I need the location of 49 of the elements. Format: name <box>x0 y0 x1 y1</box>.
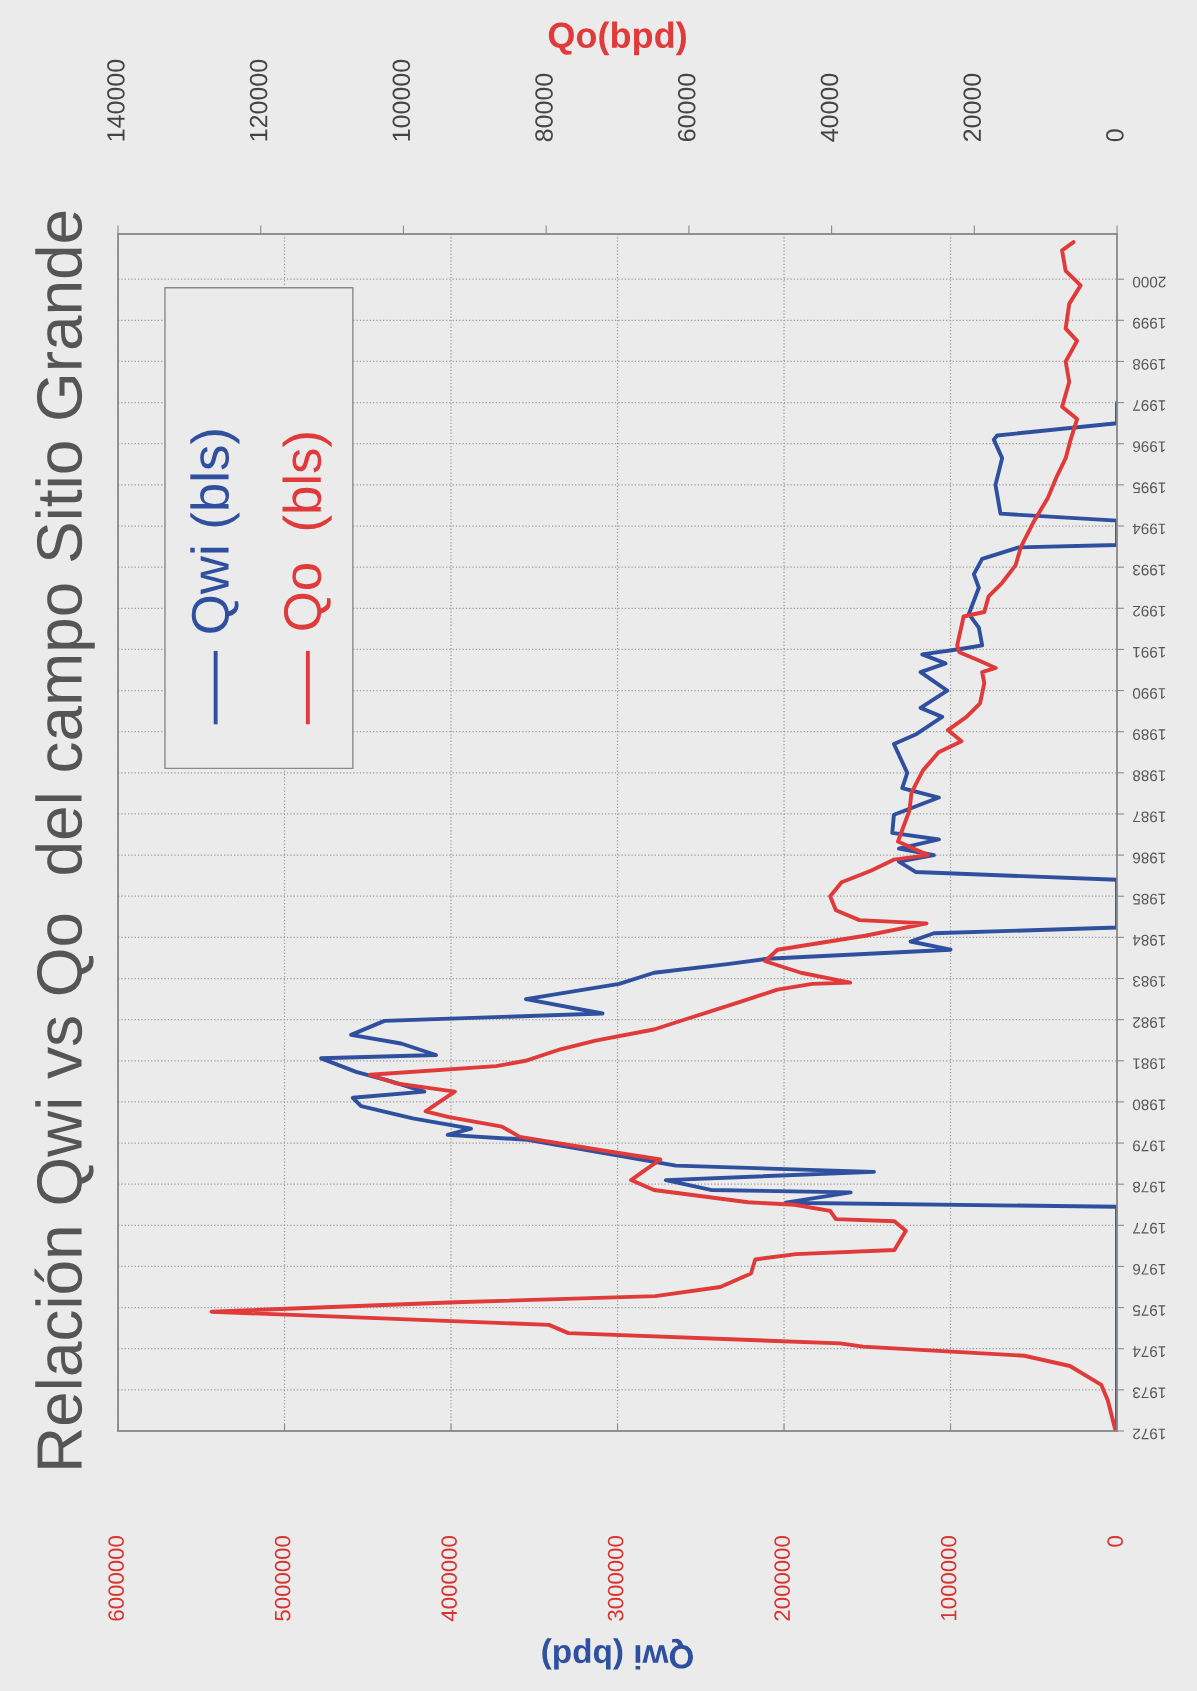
x-tick-label: 3000000 <box>607 1536 624 1621</box>
y-tick-label: 1991 <box>1133 646 1166 658</box>
y-tick-label: 1975 <box>1132 1305 1166 1316</box>
x-tick-label: 6000000 <box>108 1536 124 1621</box>
y-tick-label: 1981 <box>1133 1058 1166 1070</box>
y-tick-label: 1998 <box>1132 358 1166 370</box>
x2-tick-label: 120000 <box>249 59 268 141</box>
x-tick-label: 5000000 <box>274 1536 291 1621</box>
y-tick-label: 1992 <box>1133 605 1166 617</box>
y-tick-label: 1990 <box>1132 688 1166 699</box>
y-tick-label: 1980 <box>1132 1099 1166 1111</box>
y-tick-label: 1989 <box>1133 729 1166 740</box>
y-tick-label: 1988 <box>1132 770 1166 782</box>
y-tick-label: 1997 <box>1133 400 1166 411</box>
x2-tick-label: 80000 <box>535 73 553 142</box>
y-tick-label: 1979 <box>1133 1140 1166 1152</box>
x2-axis-title: Qo(bpd) <box>548 21 686 56</box>
y-tick-label: 1983 <box>1132 976 1166 987</box>
y-tick-label: 1994 <box>1132 523 1166 535</box>
x-tick-label: 4000000 <box>441 1536 457 1622</box>
y-tick-label: 1982 <box>1133 1017 1166 1028</box>
text: Qwi (bls) <box>190 430 240 633</box>
y-tick-label: 1999 <box>1133 317 1166 329</box>
y-tick-label: 1996 <box>1132 441 1166 453</box>
text: Qo (bls) <box>282 433 332 630</box>
x-axis-title: Qwi (bpd) <box>542 1638 693 1670</box>
y-tick-label: 1986 <box>1132 852 1166 864</box>
x2-tick-label: 140000 <box>107 59 125 141</box>
y-tick-label: 1978 <box>1132 1181 1166 1193</box>
y-tick-label: 1973 <box>1132 1387 1166 1399</box>
x2-tick-label: 40000 <box>820 73 839 142</box>
y-tick-label: 1995 <box>1132 482 1166 494</box>
y-tick-label: 1987 <box>1133 811 1166 823</box>
y-tick-label: 1984 <box>1132 934 1166 946</box>
x-tick-label: 2000000 <box>774 1536 790 1621</box>
text: Relación Qwi vs Qo del campo Sitio Grande <box>34 211 95 1468</box>
x-tick-label: 0 <box>1107 1536 1124 1547</box>
x2-tick-label: 60000 <box>677 73 696 142</box>
y-tick-label: 2000 <box>1132 276 1166 288</box>
y-tick-label: 1993 <box>1132 564 1166 576</box>
y-tick-label: 1974 <box>1132 1346 1166 1358</box>
y-tick-label: 1985 <box>1132 893 1166 905</box>
x2-tick-label: 100000 <box>392 59 411 141</box>
x2-tick-label: 0 <box>1106 129 1124 142</box>
x-tick-label: 1000000 <box>940 1536 957 1620</box>
y-tick-label: 1972 <box>1133 1428 1166 1440</box>
y-tick-label: 1976 <box>1132 1263 1166 1275</box>
x2-tick-label: 20000 <box>963 73 982 142</box>
y-tick-label: 1977 <box>1133 1222 1166 1234</box>
